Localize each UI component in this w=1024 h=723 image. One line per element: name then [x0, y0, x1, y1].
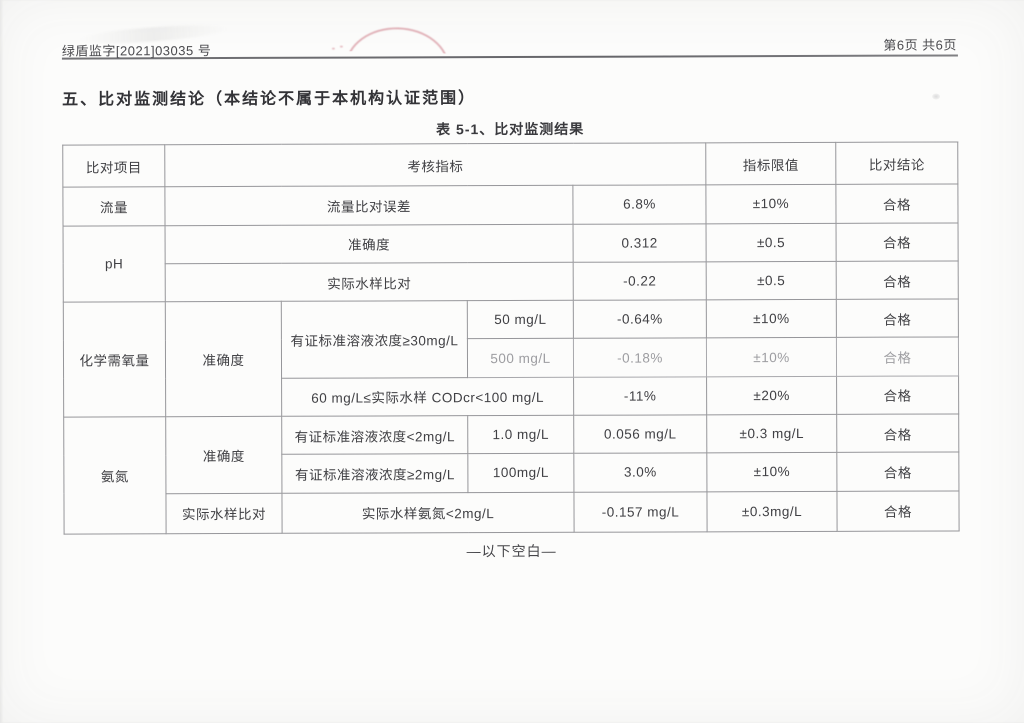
header-cell-conclusion: 比对结论 [835, 141, 958, 185]
table-cell: 60 mg/L≤实际水样 CODcr<100 mg/L [281, 377, 574, 417]
table-cell: 有证标准溶液浓度≥2mg/L [281, 453, 468, 493]
table-cell: ±0.3 mg/L [706, 414, 837, 454]
table-cell: 合格 [836, 222, 959, 262]
table-cell: 合格 [836, 260, 959, 300]
page-indicator: 第6页 共6页 [883, 37, 957, 53]
table-cell: 0.312 [573, 223, 707, 263]
table-cell: 有证标准溶液浓度≥30mg/L [281, 300, 468, 379]
table-header-row: 比对项目 考核指标 指标限值 比对结论 [62, 141, 958, 188]
table-cell: 合格 [836, 337, 959, 377]
header-cell-assessment-index: 考核指标 [164, 142, 706, 188]
table-cell: -0.157 mg/L [573, 491, 708, 533]
table-cell: ±10% [706, 452, 837, 492]
table-row-nh3-sample: 实际水样比对 实际水样氨氮<2mg/L -0.157 mg/L ±0.3mg/L… [64, 490, 960, 535]
red-seal-arc-icon [345, 25, 453, 54]
project-cell: 氨氮 [63, 416, 167, 535]
table-cell: ±0.5 [706, 261, 837, 300]
table-cell: 500 mg/L [467, 338, 574, 378]
table-cell: 准确度 [165, 416, 282, 494]
header-cell-project: 比对项目 [62, 144, 165, 188]
table-cell: ±0.3mg/L [706, 490, 838, 532]
table-cell: 100mg/L [467, 453, 574, 493]
table-cell: 6.8% [572, 185, 707, 224]
seal-speckle [331, 47, 335, 50]
table-cell: -11% [573, 376, 707, 416]
table-cell: ±10% [706, 299, 837, 339]
header-cell-limit: 指标限值 [705, 142, 836, 186]
project-cell: 流量 [62, 187, 166, 226]
table-cell: 合格 [836, 413, 959, 453]
table-cell: 流量比对误差 [164, 185, 574, 226]
table-cell: -0.22 [573, 261, 707, 301]
table-cell: ±0.5 [706, 222, 837, 262]
table-row-ph-accuracy: pH 准确度 0.312 ±0.5 合格 [63, 222, 959, 303]
section-title: 五、比对监测结论（本结论不属于本机构认证范围） [62, 90, 477, 109]
comparison-results-table: 比对项目 考核指标 指标限值 比对结论 流量 流量比对误差 6.8% ±10% … [62, 141, 960, 535]
seal-speckle [339, 45, 343, 48]
table-row-flow: 流量 流量比对误差 6.8% ±10% 合格 [62, 184, 959, 226]
table-cell: 50 mg/L [467, 300, 574, 340]
table-row-nh3-low: 氨氮 准确度 有证标准溶液浓度<2mg/L 1.0 mg/L 0.056 mg/… [63, 413, 959, 535]
table-cell: 合格 [836, 490, 960, 532]
table-cell: 0.056 mg/L [573, 414, 707, 454]
project-cell: pH [63, 225, 166, 303]
table-cell: 合格 [836, 299, 959, 338]
table-cell: 准确度 [165, 223, 574, 264]
table-cell: ±10% [706, 337, 837, 377]
project-cell: 化学需氧量 [63, 301, 166, 418]
blank-below-note: —以下空白— [466, 542, 557, 560]
table-row-ph-sample: 实际水样比对 -0.22 ±0.5 合格 [63, 260, 959, 302]
table-cell: -0.64% [573, 299, 707, 339]
table-cell: ±10% [705, 184, 837, 224]
table-cell: ±20% [706, 376, 837, 415]
table-cell: 实际水样比对 [165, 262, 574, 302]
table-cell: 3.0% [573, 453, 707, 492]
scan-fleck [932, 93, 941, 100]
table-cell: 合格 [836, 452, 959, 491]
table-caption: 表 5-1、比对监测结果 [436, 120, 585, 138]
table-cell: 准确度 [165, 301, 282, 417]
table-cell: 实际水样比对 [165, 492, 283, 534]
table-cell: -0.18% [573, 338, 707, 378]
table-cell: 实际水样氨氮<2mg/L [281, 491, 575, 534]
table-cell: 合格 [836, 375, 959, 415]
table-row-cod-50: 化学需氧量 准确度 有证标准溶液浓度≥30mg/L 50 mg/L -0.64%… [63, 299, 959, 418]
table-cell: 1.0 mg/L [467, 415, 574, 454]
table-cell: 有证标准溶液浓度<2mg/L [281, 415, 468, 455]
red-seal-ellipse [345, 26, 451, 54]
table-cell: 合格 [835, 184, 959, 223]
